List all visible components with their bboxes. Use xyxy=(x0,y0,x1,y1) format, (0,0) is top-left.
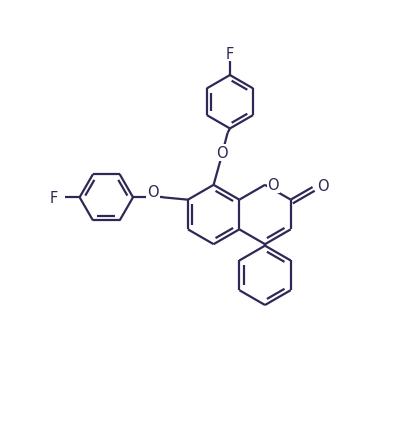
Text: F: F xyxy=(50,190,58,205)
Text: O: O xyxy=(267,178,279,193)
Text: F: F xyxy=(226,46,234,61)
Text: O: O xyxy=(317,178,329,194)
Text: O: O xyxy=(216,146,228,161)
Text: O: O xyxy=(147,185,159,200)
